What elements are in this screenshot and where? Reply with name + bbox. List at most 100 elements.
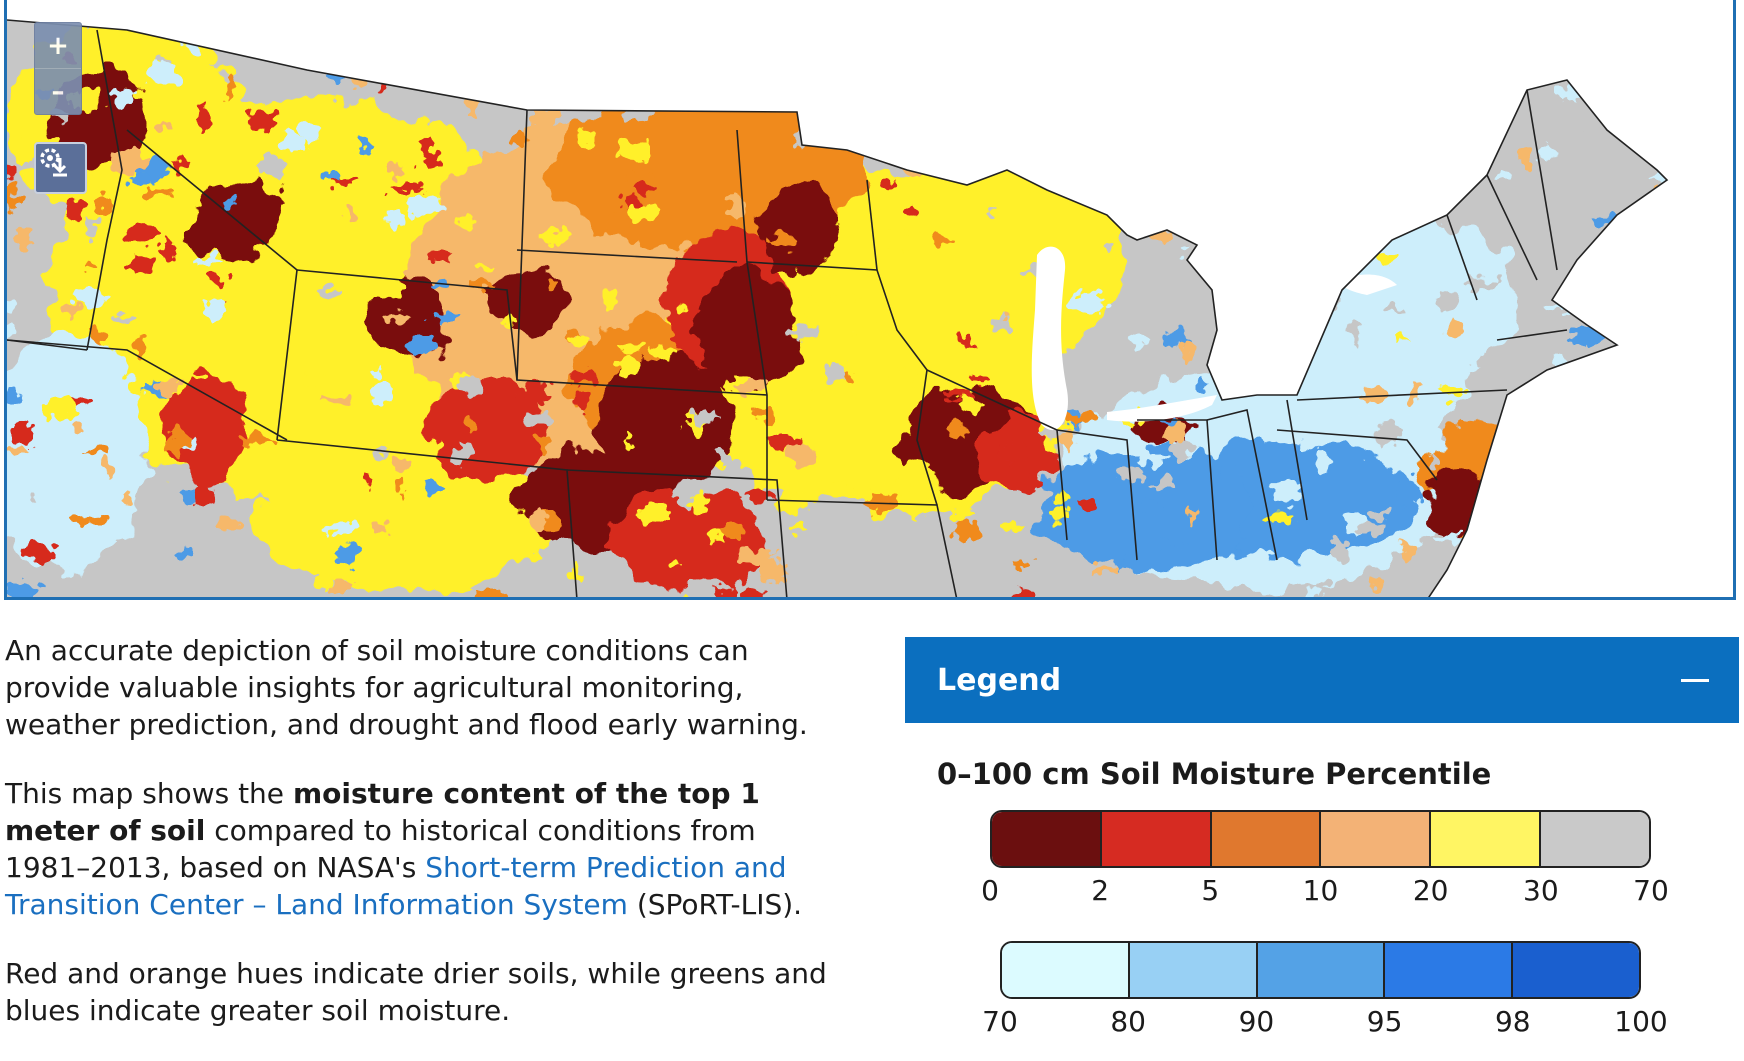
moisture-speck: [625, 171, 657, 180]
minus-icon[interactable]: [1681, 678, 1709, 682]
moisture-speck: [1163, 422, 1187, 443]
moisture-speck: [1002, 313, 1013, 321]
moisture-speck: [335, 543, 360, 566]
moisture-speck: [767, 231, 799, 250]
moisture-speck: [174, 155, 187, 172]
moisture-speck: [1432, 154, 1443, 167]
dry-core-dark_red: [487, 270, 567, 330]
moisture-speck: [369, 382, 393, 403]
moisture-speck: [1034, 146, 1064, 163]
moisture-speck: [945, 389, 975, 400]
download-button[interactable]: [34, 142, 87, 194]
moisture-speck: [1018, 185, 1038, 195]
moisture-speck: [470, 279, 497, 288]
dry-core-red: [167, 370, 247, 490]
moisture-speck: [280, 132, 304, 154]
moisture-speck: [452, 442, 472, 466]
moisture-speck: [1556, 448, 1591, 464]
dry-tick-label: 0: [981, 874, 999, 907]
moisture-speck: [1604, 559, 1615, 572]
moisture-speck: [1136, 52, 1161, 67]
moisture-speck: [67, 198, 83, 220]
moisture-speck: [85, 216, 99, 241]
moisture-speck: [345, 203, 356, 224]
dry-swatch-0: [992, 812, 1102, 866]
moisture-speck: [299, 372, 325, 386]
moisture-speck: [570, 567, 584, 585]
soil-moisture-map[interactable]: + –: [4, 0, 1736, 600]
moisture-speck: [1272, 157, 1305, 165]
dry-tick-label: 30: [1523, 874, 1559, 907]
moisture-speck: [385, 34, 422, 60]
moisture-speck: [1688, 525, 1708, 546]
moisture-speck: [624, 429, 633, 446]
moisture-speck: [1614, 304, 1630, 314]
moisture-speck: [1153, 86, 1176, 108]
moisture-speck: [1433, 219, 1461, 227]
moisture-speck: [144, 189, 178, 197]
moisture-speck: [329, 580, 353, 593]
map-canvas[interactable]: [7, 0, 1736, 600]
moisture-speck: [158, 377, 181, 394]
legend-header[interactable]: Legend: [905, 637, 1739, 723]
moisture-speck: [231, 43, 261, 51]
moisture-speck: [466, 93, 479, 117]
moisture-speck: [785, 444, 816, 468]
moisture-speck: [1022, 240, 1046, 255]
sport-lis-link[interactable]: Short-term Prediction and Transition Cen…: [5, 851, 787, 921]
moisture-speck: [669, 556, 681, 568]
state-borders: [7, 19, 1669, 597]
dry-swatch-3: [1321, 812, 1432, 866]
moisture-speck: [12, 420, 34, 445]
moisture-speck: [824, 57, 851, 83]
moisture-speck: [969, 374, 989, 385]
description-paragraph-2: This map shows the moisture content of t…: [5, 775, 845, 923]
moisture-speck: [178, 491, 200, 503]
moisture-speck: [1057, 108, 1081, 124]
legend-subtitle: 0–100 cm Soil Moisture Percentile: [937, 757, 1492, 791]
moisture-speck: [149, 60, 179, 87]
moisture-speck: [324, 521, 361, 535]
moisture-speck: [1206, 28, 1222, 53]
moisture-speck: [1128, 334, 1149, 347]
moisture-speck: [1012, 49, 1021, 63]
wet-scale-ticks: 70 80 90 95 98 100: [982, 1005, 1668, 1039]
moisture-speck: [734, 378, 764, 396]
moisture-speck: [1382, 306, 1405, 314]
dry-tick-label: 10: [1302, 874, 1339, 907]
moisture-speck: [573, 389, 591, 411]
moisture-speck: [1177, 246, 1188, 254]
moisture-speck: [850, 91, 887, 107]
moisture-speck: [350, 50, 363, 73]
moisture-speck: [29, 494, 39, 501]
moisture-speck: [458, 215, 475, 227]
moisture-speck: [1495, 171, 1513, 183]
moisture-speck: [405, 335, 436, 355]
moisture-speck: [691, 80, 709, 102]
moisture-speck: [1569, 517, 1590, 535]
moisture-speck: [1652, 69, 1667, 92]
moisture-speck: [690, 495, 712, 516]
moisture-speck: [1326, 67, 1342, 91]
moisture-speck: [1332, 106, 1349, 116]
moisture-speck: [830, 293, 860, 303]
moisture-speck: [562, 74, 593, 100]
zoom-out-button[interactable]: –: [35, 68, 81, 114]
moisture-speck: [1591, 77, 1611, 96]
moisture-speck: [1489, 192, 1499, 214]
moisture-speck: [224, 198, 236, 212]
moisture-speck: [1239, 228, 1249, 237]
moisture-speck: [837, 483, 854, 494]
moisture-speck: [932, 143, 951, 159]
moisture-speck: [1565, 455, 1591, 462]
moisture-speck: [1025, 474, 1041, 490]
wet-color-scale: [1000, 941, 1641, 999]
moisture-speck: [959, 397, 982, 413]
zoom-in-button[interactable]: +: [47, 30, 69, 61]
p2-text-mid: compared to historical conditions from 1…: [5, 814, 756, 884]
moisture-speck: [1521, 514, 1553, 534]
moisture-speck: [1598, 530, 1614, 546]
moisture-speck: [1375, 252, 1401, 266]
moisture-speck: [1185, 502, 1194, 525]
moisture-speck: [7, 192, 22, 209]
